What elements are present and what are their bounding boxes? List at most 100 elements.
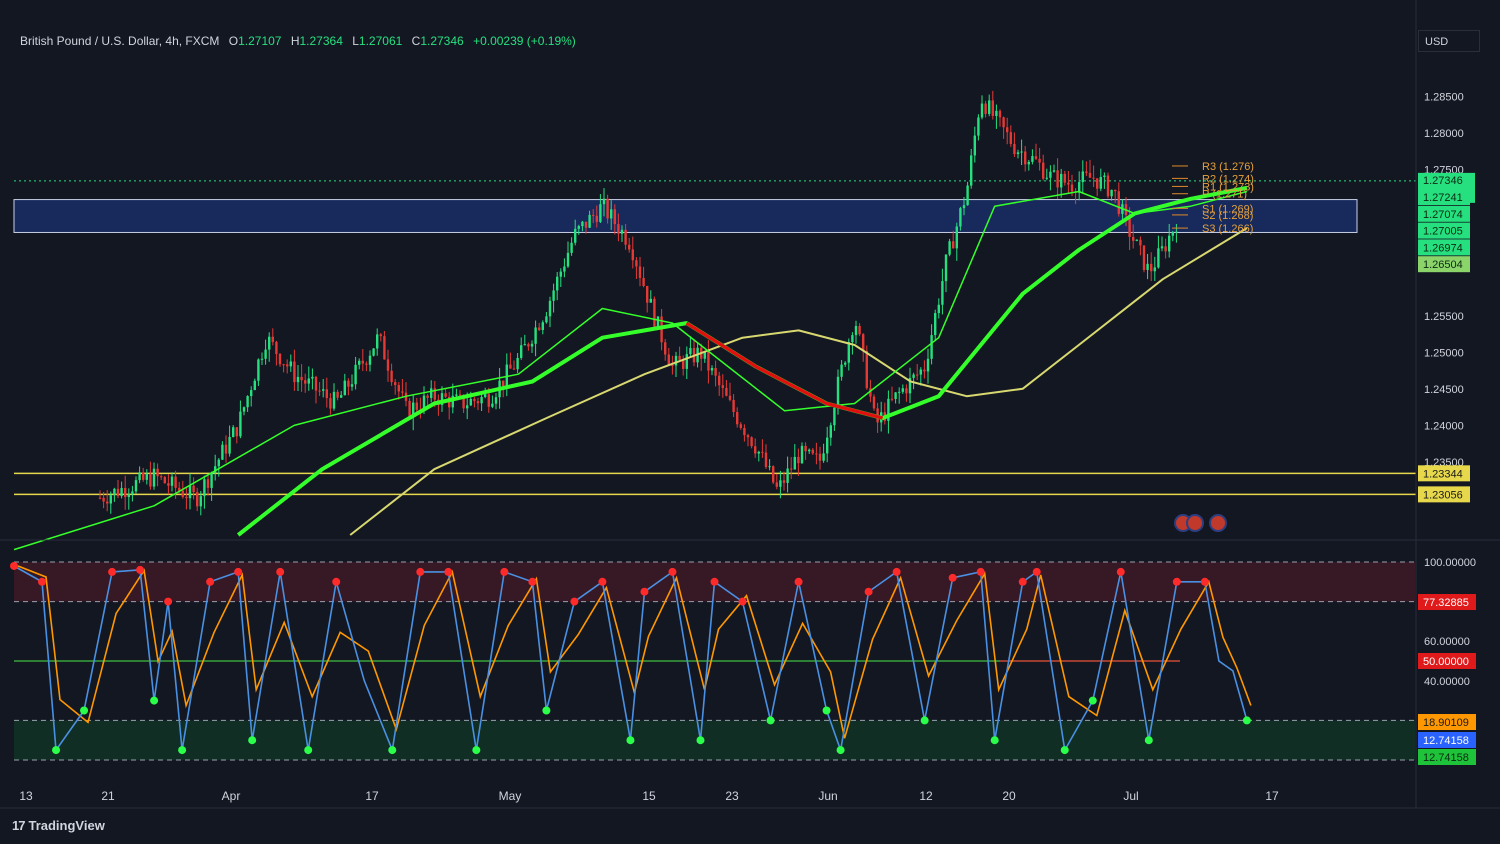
candle-body: [1164, 246, 1167, 252]
stochastic-pane[interactable]: [10, 561, 1416, 761]
axes: 1.285001.280001.275001.255001.250001.245…: [0, 0, 1500, 809]
stoch-overbought-dot: [794, 577, 803, 586]
candle-body: [332, 391, 336, 409]
candle-body: [142, 472, 145, 480]
candle-body: [278, 353, 282, 365]
candle-body: [523, 344, 526, 346]
stoch-overbought-dot: [570, 597, 579, 606]
price-badge-label: 1.26504: [1423, 259, 1463, 271]
stoch-overbought-dot: [892, 567, 901, 576]
candle-body: [782, 480, 786, 483]
candle-body: [527, 344, 530, 347]
stoch-badge: [1418, 749, 1476, 765]
stoch-overbought-dot: [948, 573, 957, 582]
candle-body: [246, 396, 249, 408]
candle-body: [296, 376, 300, 383]
candle-body: [829, 425, 832, 438]
candle-body: [926, 358, 930, 372]
candle-body: [631, 249, 634, 261]
candle-body: [167, 483, 170, 486]
candle-body: [930, 335, 933, 359]
candle-body: [462, 394, 465, 409]
candle-body: [890, 398, 894, 400]
candle-body: [109, 495, 112, 504]
candle-body: [401, 391, 404, 393]
stoch-oversold-dot: [920, 716, 929, 725]
candle-body: [214, 466, 217, 473]
stoch-oversold-dot: [80, 706, 89, 715]
stoch-k-line: [13, 565, 1248, 754]
candle-body: [433, 388, 436, 400]
candle-body: [862, 334, 865, 351]
candle-body: [1150, 263, 1153, 272]
candle-body: [779, 480, 782, 487]
symbol-title[interactable]: British Pound / U.S. Dollar, 4h, FXCM: [20, 34, 220, 48]
candle-body: [541, 322, 544, 330]
candle-body: [959, 208, 962, 227]
candle-body: [336, 391, 339, 398]
candle-body: [127, 494, 130, 498]
low-value: 1.27061: [358, 34, 403, 48]
price-tick-label: 1.24000: [1424, 420, 1464, 432]
stoch-overbought-dot: [528, 577, 537, 586]
candle-body: [134, 480, 138, 492]
candle-body: [556, 276, 559, 291]
candle-body: [559, 271, 562, 277]
candle-body: [1056, 170, 1059, 188]
price-badge-label: 1.27005: [1423, 226, 1463, 238]
tradingview-brand[interactable]: 17 TradingView: [12, 818, 105, 833]
stoch-oversold-dot: [388, 746, 397, 755]
candle-body: [818, 453, 822, 461]
candle-body: [980, 103, 984, 118]
candle-body: [300, 376, 303, 381]
supply-zone: [13, 199, 1358, 233]
candle-body: [617, 224, 620, 234]
candle-body: [340, 395, 343, 398]
candle-body: [1160, 246, 1164, 249]
candle-body: [458, 394, 462, 396]
candle-body: [1020, 151, 1023, 153]
currency-selector[interactable]: USD: [1418, 30, 1480, 52]
candle-body: [264, 349, 267, 359]
stoch-overbought-dot: [276, 567, 285, 576]
candle-body: [710, 367, 714, 371]
candle-body: [570, 242, 573, 253]
stoch-overbought-dot: [164, 597, 173, 606]
stoch-tick-label: 60.00000: [1424, 636, 1470, 648]
candle-body: [289, 361, 292, 367]
candle-body: [545, 316, 548, 323]
candle-body: [232, 427, 235, 437]
candle-body: [372, 348, 375, 356]
stoch-overbought-dot: [1032, 567, 1041, 576]
candle-body: [444, 393, 447, 397]
candle-body: [1157, 248, 1160, 268]
candle-body: [156, 468, 159, 477]
candle-body: [1002, 117, 1005, 128]
candle-body: [714, 367, 717, 376]
candle-body: [307, 378, 310, 384]
candle-body: [430, 388, 433, 398]
candle-body: [1128, 215, 1131, 237]
candle-body: [800, 445, 804, 464]
candle-body: [116, 488, 120, 497]
price-pane[interactable]: R3 (1.276)R2 (1.274)R1 (1.273)P (1.271) S…: [13, 90, 1416, 551]
stoch-badge: [1418, 653, 1476, 669]
candle-body: [502, 380, 505, 387]
candle-body: [1060, 173, 1063, 188]
candle-body: [718, 375, 721, 386]
candle-body: [304, 380, 307, 384]
candle-body: [790, 468, 793, 470]
price-badge: [1418, 239, 1470, 256]
stoch-oversold-dot: [836, 746, 845, 755]
candle-body: [361, 360, 364, 364]
candle-body: [1067, 182, 1070, 185]
price-badge: [1418, 256, 1470, 273]
candle-body: [775, 482, 778, 487]
candle-body: [844, 362, 847, 365]
candle-body: [1096, 178, 1099, 189]
candle-body: [170, 476, 174, 486]
candle-body: [854, 326, 858, 336]
candle-body: [822, 453, 825, 461]
candle-body: [1045, 177, 1048, 179]
